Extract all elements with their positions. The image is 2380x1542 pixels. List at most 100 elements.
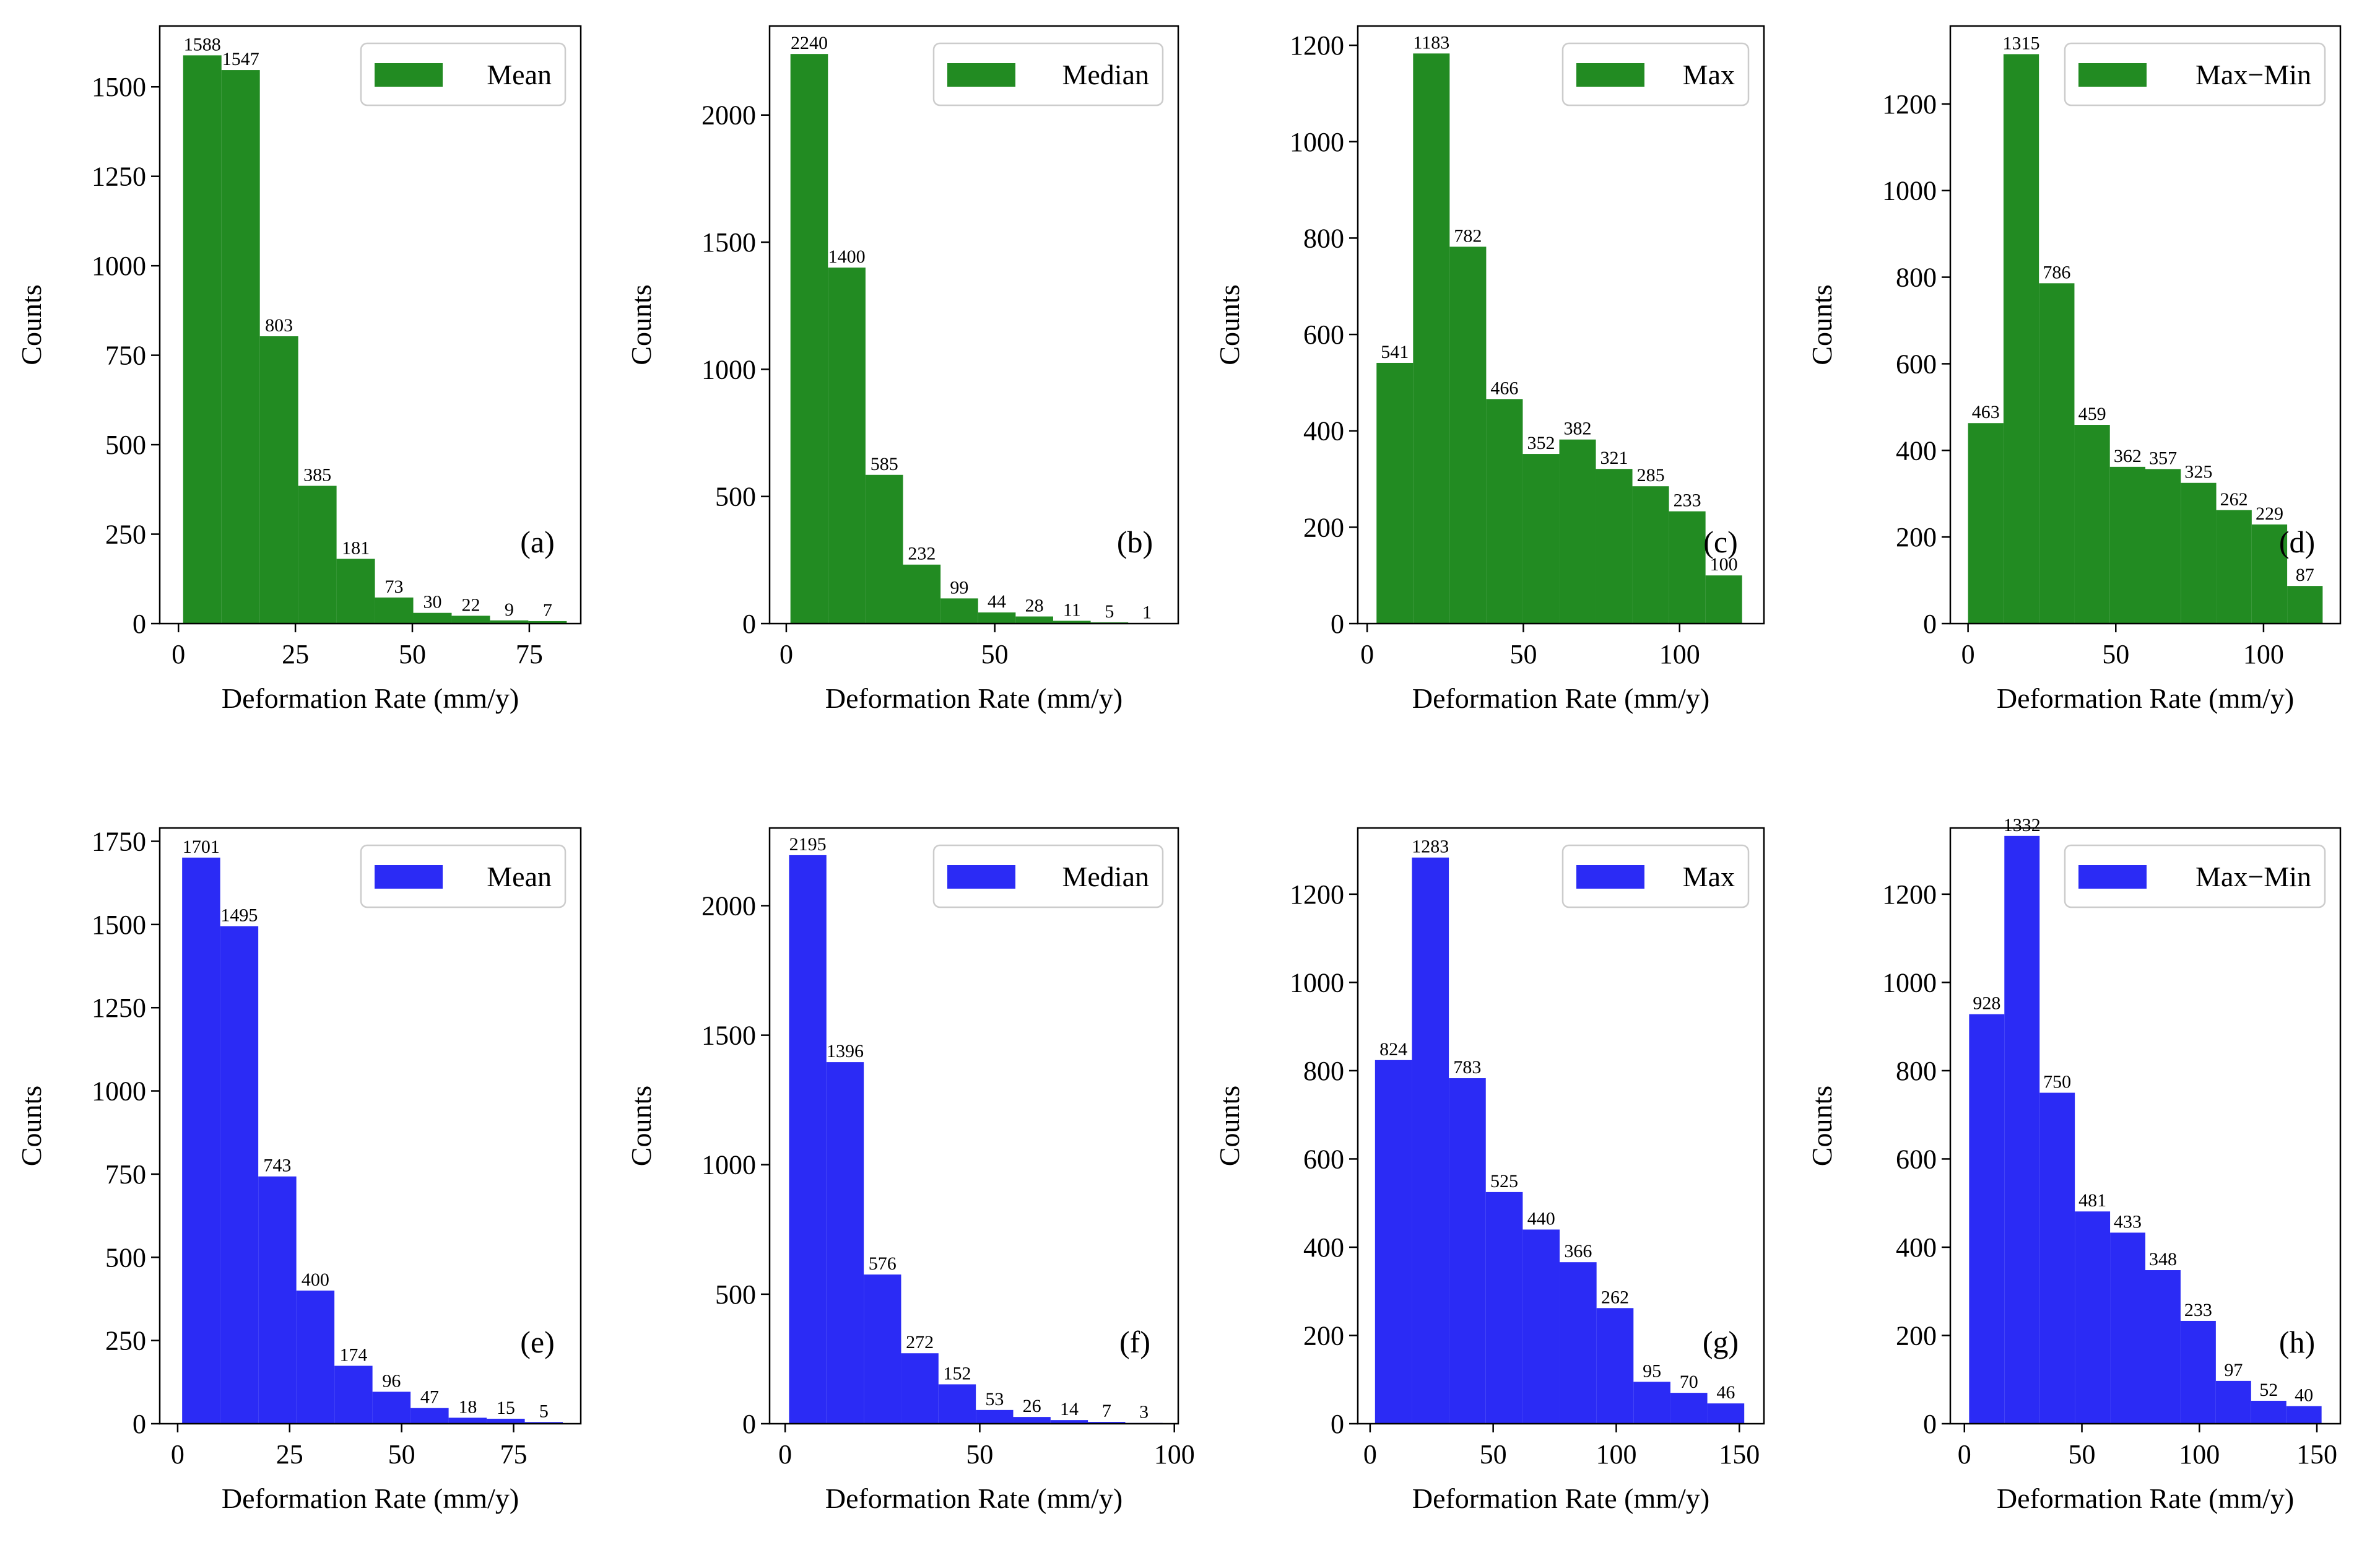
y-tick-label: 1750 xyxy=(92,826,146,856)
y-tick-label: 500 xyxy=(105,430,146,460)
x-tick-label: 50 xyxy=(2069,1439,2096,1470)
y-axis: 0 200 400 600 800 1000 1200 xyxy=(1290,30,1358,639)
y-tick-label: 1200 xyxy=(1290,30,1344,61)
bars xyxy=(1969,835,2322,1424)
bar xyxy=(1015,616,1053,624)
legend: Mean xyxy=(360,844,567,908)
bar-labels: 928 1332 750 481 433 348 233 97 52 40 xyxy=(1973,815,2313,1406)
bar xyxy=(2286,1406,2322,1424)
bar xyxy=(1522,1229,1560,1424)
bar xyxy=(2181,482,2217,624)
bar-value-label: 181 xyxy=(342,538,370,558)
bar-value-label: 481 xyxy=(2078,1190,2106,1211)
x-tick-label: 150 xyxy=(1719,1439,1760,1470)
bar xyxy=(298,486,337,624)
y-tick-label: 1250 xyxy=(92,993,146,1023)
x-tick-label: 100 xyxy=(1154,1439,1195,1470)
y-tick-label: 0 xyxy=(1331,609,1344,639)
x-tick-label: 0 xyxy=(778,1439,792,1470)
x-tick-label: 0 xyxy=(780,639,793,669)
plot-frame xyxy=(1949,827,2342,1425)
y-tick-label: 800 xyxy=(1896,1056,1937,1086)
panel-letter: (c) xyxy=(1703,525,1738,559)
bar xyxy=(1412,857,1449,1424)
bar xyxy=(2145,1270,2181,1424)
y-tick-label: 200 xyxy=(1303,512,1344,542)
y-tick-label: 1200 xyxy=(1882,879,1937,910)
bar-value-label: 233 xyxy=(2184,1300,2212,1320)
panel-letter: (b) xyxy=(1117,525,1153,559)
bar-value-label: 1315 xyxy=(2003,33,2040,53)
bar-value-label: 928 xyxy=(1973,993,2000,1014)
legend-label: Max−Min xyxy=(2195,59,2311,90)
panel-letter: (e) xyxy=(520,1325,555,1359)
y-tick-label: 1000 xyxy=(701,354,756,385)
bar-value-label: 70 xyxy=(1680,1372,1698,1392)
y-axis-label: Counts xyxy=(1214,1086,1245,1166)
x-axis-label: Deformation Rate (mm/y) xyxy=(1997,1483,2294,1514)
y-axis-label: Counts xyxy=(15,284,47,365)
x-axis-label: Deformation Rate (mm/y) xyxy=(222,1483,519,1514)
bar-value-label: 352 xyxy=(1527,433,1555,453)
bar-value-label: 786 xyxy=(2043,262,2070,282)
y-tick-label: 0 xyxy=(132,1409,146,1439)
y-tick-label: 2000 xyxy=(701,891,756,921)
bar-value-label: 782 xyxy=(1454,225,1482,246)
bar xyxy=(1449,246,1487,624)
bar-value-label: 463 xyxy=(1972,402,2000,422)
bar-value-label: 440 xyxy=(1527,1208,1555,1229)
x-tick-label: 0 xyxy=(1961,639,1975,669)
y-tick-label: 1000 xyxy=(1882,967,1937,998)
legend-box xyxy=(360,42,567,107)
bar xyxy=(1050,1420,1088,1424)
bar xyxy=(1596,469,1633,624)
x-tick-label: 50 xyxy=(966,1439,993,1470)
x-tick-label: 50 xyxy=(399,639,426,669)
bar-value-label: 28 xyxy=(1025,596,1044,616)
y-tick-label: 200 xyxy=(1896,1320,1937,1351)
bar-value-label: 272 xyxy=(906,1332,934,1353)
bar-value-label: 585 xyxy=(871,454,898,474)
bar xyxy=(1088,1422,1126,1424)
bar-value-label: 321 xyxy=(1600,448,1628,468)
bar xyxy=(2039,283,2075,624)
bar-value-label: 26 xyxy=(1023,1396,1041,1416)
bar xyxy=(375,597,414,624)
bar-value-label: 9 xyxy=(505,599,514,620)
bar xyxy=(1669,511,1706,624)
bars xyxy=(1375,857,1745,1424)
x-axis: 0 50 100 xyxy=(1961,624,2284,669)
y-tick-label: 500 xyxy=(105,1242,146,1273)
x-axis: 0 50 100 150 xyxy=(1958,1424,2337,1470)
x-tick-label: 50 xyxy=(1509,639,1537,669)
bar-value-label: 100 xyxy=(1710,554,1738,575)
y-tick-label: 600 xyxy=(1303,1144,1344,1174)
bar-value-label: 15 xyxy=(497,1398,515,1418)
plot-frame xyxy=(768,25,1179,625)
legend-swatch xyxy=(1576,865,1644,889)
y-tick-label: 250 xyxy=(105,520,146,550)
bar xyxy=(413,612,452,624)
y-tick-label: 0 xyxy=(742,609,756,639)
bar xyxy=(1559,439,1596,624)
legend: Max−Min xyxy=(2064,42,2326,107)
bar-value-label: 262 xyxy=(1601,1287,1629,1307)
bar-value-label: 576 xyxy=(869,1253,897,1274)
y-tick-label: 1250 xyxy=(92,162,146,192)
bar-value-label: 1400 xyxy=(828,246,866,267)
bar xyxy=(2003,54,2039,624)
y-axis: 0 200 400 600 800 1000 1200 xyxy=(1290,879,1358,1439)
legend-box xyxy=(2064,844,2326,908)
bar-value-label: 1 xyxy=(1142,603,1152,623)
y-tick-label: 0 xyxy=(742,1409,756,1439)
bar xyxy=(1560,1262,1597,1424)
bar-value-label: 348 xyxy=(2149,1249,2177,1270)
legend-swatch xyxy=(947,865,1015,889)
bar-value-label: 362 xyxy=(2114,446,2142,466)
bar-value-label: 262 xyxy=(2220,489,2248,510)
bar xyxy=(1670,1393,1708,1424)
